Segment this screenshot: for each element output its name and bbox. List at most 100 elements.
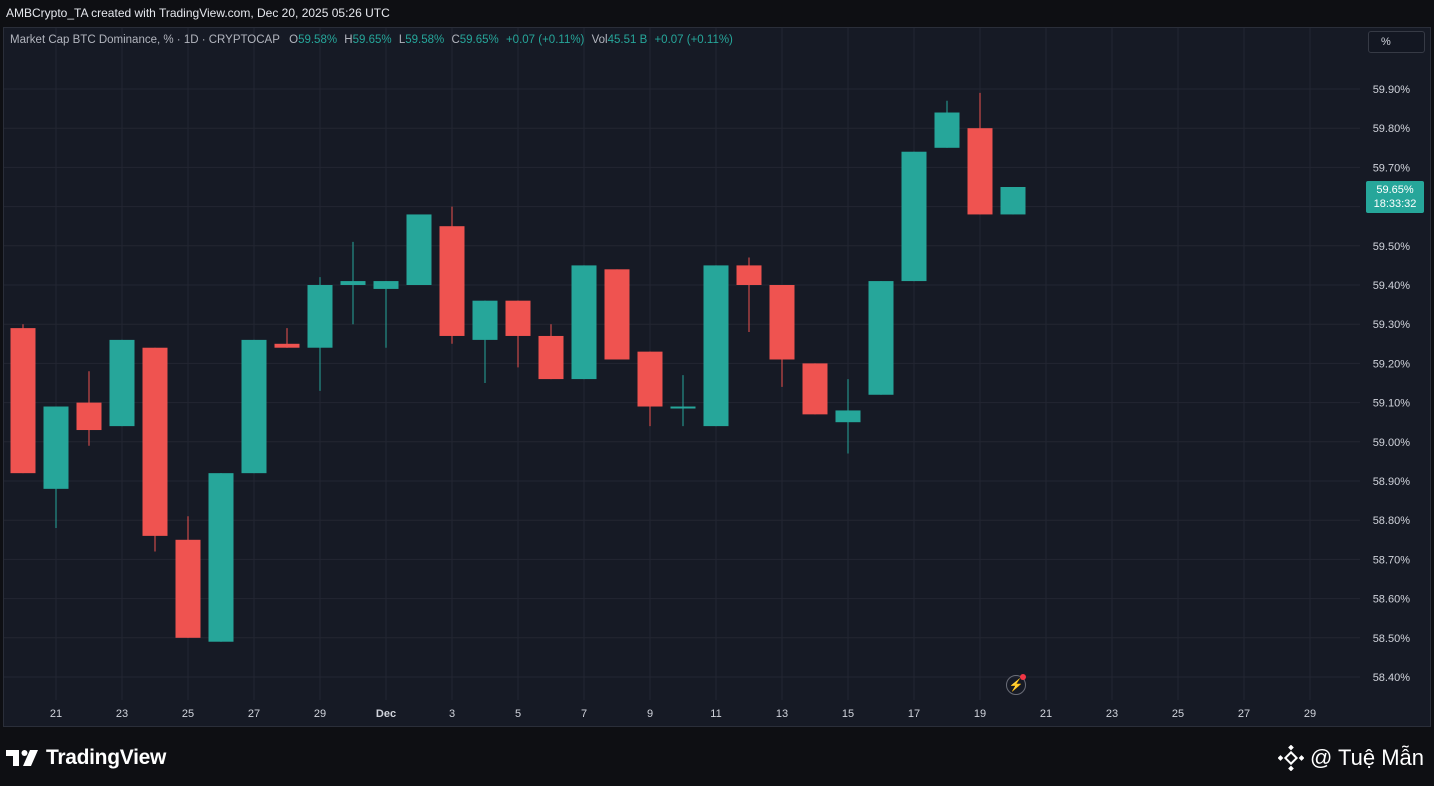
author-watermark: @ Tuệ Mẫn [1277, 745, 1424, 771]
chart-caption: AMBCrypto_TA created with TradingView.co… [6, 6, 390, 20]
percent-scale-button[interactable]: % [1368, 31, 1425, 53]
candle-body [868, 281, 894, 395]
close-label: C [451, 34, 460, 46]
candle[interactable] [736, 257, 762, 333]
diamond-logo-icon [1277, 745, 1304, 771]
candle[interactable] [967, 92, 993, 215]
candle[interactable] [505, 300, 531, 368]
candle[interactable] [472, 300, 498, 383]
candle[interactable] [76, 371, 102, 446]
tradingview-logo-icon [6, 750, 38, 766]
candle[interactable] [670, 375, 696, 427]
candle[interactable] [439, 206, 465, 344]
tradingview-logo: TradingView [6, 745, 166, 771]
candle[interactable] [802, 363, 828, 415]
x-tick-label: 9 [647, 708, 653, 720]
x-tick-label: 23 [116, 708, 128, 720]
y-tick-label: 58.50% [1373, 633, 1411, 645]
x-tick-label: 29 [314, 708, 326, 720]
candle-body [406, 214, 432, 285]
candle-body [604, 269, 630, 360]
x-tick-label: 25 [1172, 708, 1184, 720]
open-label: O [289, 34, 299, 46]
change-value: +0.07 (+0.11%) [505, 34, 585, 46]
candle[interactable] [868, 281, 894, 395]
y-tick-label: 59.20% [1373, 358, 1411, 370]
x-axis-labels: 21 23 25 27 29 Dec 3 5 7 9 11 13 15 17 19 21 23 25 27 29 [50, 708, 1316, 720]
candle-body [472, 300, 498, 340]
candle[interactable] [241, 339, 267, 474]
low-label: L [398, 34, 406, 46]
x-tick-label: 15 [842, 708, 854, 720]
candle[interactable] [934, 100, 960, 148]
candle[interactable] [208, 473, 234, 642]
candle-body [901, 151, 927, 282]
candle[interactable] [1000, 187, 1026, 215]
y-tick-label: 59.70% [1373, 162, 1411, 174]
candle-body [769, 285, 795, 360]
candle-body [241, 339, 267, 474]
candle-body [142, 347, 168, 536]
open-value: 59.58% [298, 34, 338, 46]
candle[interactable] [142, 347, 168, 552]
y-tick-label: 59.40% [1373, 280, 1411, 292]
bar-countdown: 18:33:32 [1373, 198, 1417, 210]
x-tick-label: 21 [1040, 708, 1052, 720]
candle[interactable] [769, 285, 795, 387]
candle[interactable] [637, 351, 663, 427]
candle[interactable] [10, 324, 36, 474]
x-tick-label: 11 [710, 708, 721, 720]
x-tick-label: Dec [376, 708, 396, 720]
candle-body [670, 406, 696, 409]
x-tick-label: 21 [50, 708, 62, 720]
candle[interactable] [175, 516, 201, 638]
candle-body [802, 363, 828, 415]
candle[interactable] [406, 214, 432, 285]
candle[interactable] [835, 379, 861, 454]
x-tick-label: 27 [248, 708, 260, 720]
candle[interactable] [703, 265, 729, 427]
y-axis-labels: 58.40% 58.50% 58.60% 58.70% 58.80% 58.90% 59.0… [1373, 84, 1411, 684]
volume-change: +0.07 (+0.11%) [654, 34, 733, 46]
x-tick-label: 7 [581, 708, 587, 720]
y-tick-label: 59.00% [1373, 437, 1411, 449]
y-tick-label: 59.90% [1373, 84, 1411, 96]
candles [10, 92, 1026, 642]
x-tick-label: 29 [1304, 708, 1316, 720]
candle-body [571, 265, 597, 380]
candle[interactable] [538, 324, 564, 380]
candle-body [703, 265, 729, 427]
candle-body [637, 351, 663, 407]
candle[interactable] [373, 281, 399, 348]
x-tick-label: 25 [182, 708, 194, 720]
candle[interactable] [43, 406, 69, 529]
y-tick-label: 58.90% [1373, 476, 1411, 488]
y-tick-label: 59.50% [1373, 241, 1411, 253]
candle-body [208, 473, 234, 642]
candle-body [175, 539, 201, 638]
candle-body [307, 285, 333, 348]
volume-label: Vol [591, 34, 608, 46]
lightning-icon[interactable]: ⚡ [1006, 675, 1026, 695]
x-tick-label: 5 [515, 708, 521, 720]
candle[interactable] [274, 328, 300, 348]
candle[interactable] [571, 265, 597, 380]
candle[interactable] [340, 241, 366, 325]
volume-value: 45.51 B [607, 34, 648, 46]
candle[interactable] [604, 269, 630, 360]
candle-body [10, 328, 36, 474]
symbol-name: Market Cap BTC Dominance, % · 1D · CRYPT… [10, 34, 280, 46]
candle[interactable] [901, 151, 927, 282]
candle[interactable] [109, 339, 135, 427]
candle-body [109, 339, 135, 427]
candle-body [439, 226, 465, 336]
candle-body [736, 265, 762, 285]
candle-body [934, 112, 960, 148]
y-tick-label: 58.60% [1373, 594, 1411, 606]
x-tick-label: 17 [908, 708, 920, 720]
candle[interactable] [307, 277, 333, 391]
x-tick-label: 3 [449, 708, 455, 720]
candle-body [538, 335, 564, 380]
grid-lines [4, 28, 1360, 700]
